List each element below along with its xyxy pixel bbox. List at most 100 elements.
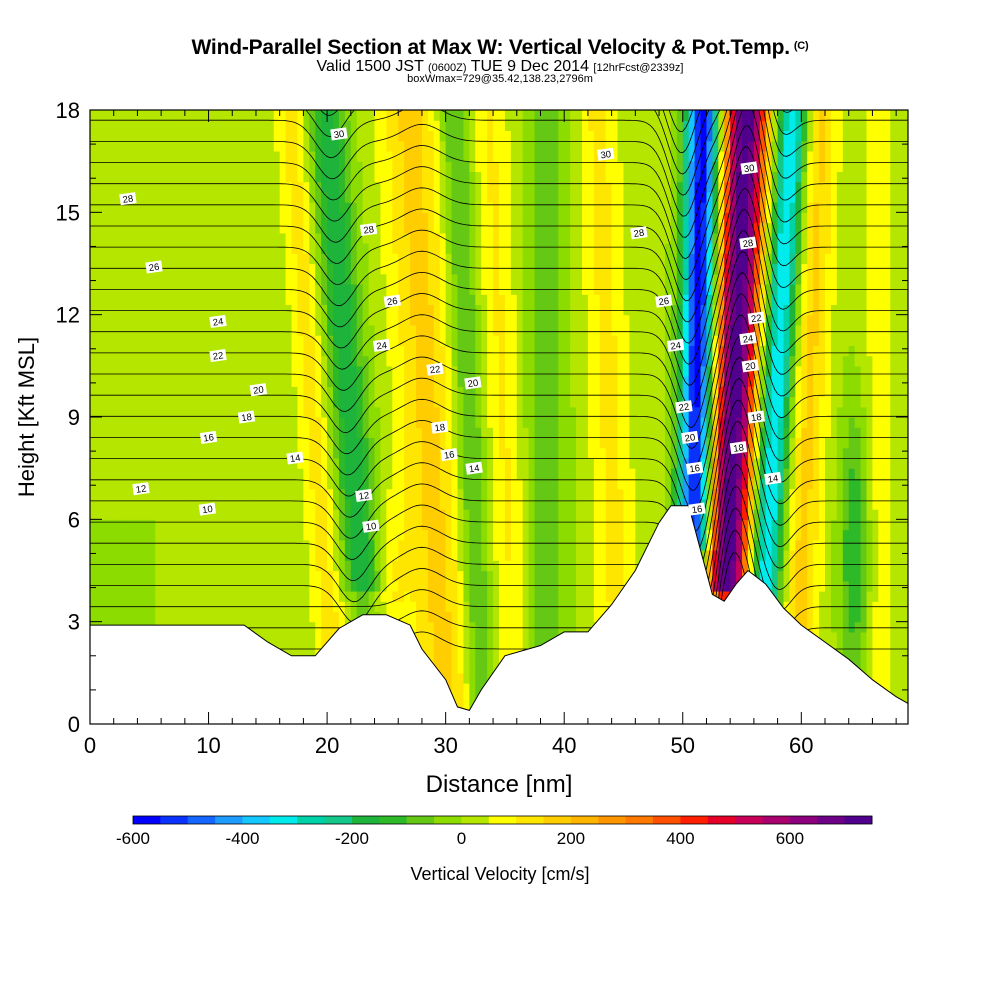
velocity-cell — [493, 304, 500, 316]
velocity-cell — [475, 662, 482, 674]
velocity-cell — [285, 222, 293, 234]
velocity-cell — [303, 396, 310, 408]
velocity-cell — [321, 191, 328, 203]
velocity-cell — [475, 570, 482, 582]
velocity-cell — [291, 294, 299, 306]
velocity-cell — [297, 212, 304, 224]
velocity-cell — [208, 457, 216, 469]
velocity-cell — [570, 345, 577, 357]
velocity-cell — [516, 478, 524, 490]
velocity-cell — [439, 437, 447, 449]
velocity-cell — [350, 140, 358, 152]
velocity-cell — [178, 355, 186, 367]
velocity-cell — [338, 488, 346, 500]
velocity-cell — [368, 243, 376, 254]
velocity-cell — [540, 590, 548, 602]
velocity-cell — [202, 355, 210, 367]
velocity-cell — [457, 509, 465, 520]
velocity-cell — [119, 611, 127, 623]
velocity-cell — [522, 529, 530, 541]
velocity-cell — [540, 181, 548, 193]
velocity-cell — [463, 468, 470, 479]
velocity-cell — [149, 406, 156, 418]
velocity-cell — [469, 120, 476, 132]
velocity-cell — [333, 406, 340, 418]
velocity-cell — [279, 642, 287, 653]
velocity-cell — [131, 468, 139, 479]
velocity-cell — [421, 550, 429, 561]
velocity-cell — [504, 427, 512, 439]
velocity-cell — [107, 181, 115, 193]
velocity-cell — [386, 550, 393, 561]
velocity-cell — [487, 652, 494, 664]
velocity-cell — [475, 140, 482, 152]
velocity-cell — [504, 191, 512, 203]
velocity-cell — [172, 171, 180, 183]
velocity-cell — [196, 130, 204, 142]
velocity-cell — [261, 294, 269, 306]
velocity-cell — [546, 590, 553, 602]
velocity-cell — [255, 191, 263, 203]
velocity-cell — [499, 519, 506, 531]
velocity-cell — [564, 427, 571, 439]
velocity-cell — [267, 304, 275, 316]
velocity-cell — [255, 560, 263, 572]
velocity-cell — [226, 406, 233, 418]
velocity-cell — [119, 202, 127, 213]
velocity-cell — [416, 519, 423, 531]
velocity-cell — [356, 447, 364, 459]
velocity-cell — [143, 560, 150, 572]
velocity-cell — [356, 120, 364, 132]
velocity-cell — [297, 417, 304, 428]
velocity-cell — [457, 611, 465, 623]
velocity-cell — [344, 314, 352, 326]
velocity-cell — [433, 509, 441, 520]
velocity-cell — [499, 263, 506, 275]
velocity-cell — [338, 335, 346, 346]
velocity-cell — [101, 590, 109, 602]
velocity-cell — [137, 191, 144, 203]
velocity-cell — [250, 273, 257, 285]
velocity-cell — [267, 560, 275, 572]
velocity-cell — [540, 294, 548, 306]
velocity-cell — [463, 314, 470, 326]
velocity-cell — [516, 417, 524, 428]
velocity-cell — [303, 243, 310, 254]
velocity-cell — [220, 140, 227, 152]
velocity-cell — [261, 161, 269, 172]
velocity-cell — [291, 550, 299, 561]
velocity-cell — [226, 427, 233, 439]
velocity-cell — [410, 376, 417, 387]
velocity-cell — [570, 488, 577, 500]
velocity-cell — [297, 365, 304, 377]
velocity-cell — [516, 304, 524, 316]
velocity-cell — [522, 509, 530, 520]
velocity-cell — [315, 202, 322, 213]
velocity-cell — [261, 550, 269, 561]
velocity-cell — [220, 580, 227, 592]
velocity-cell — [125, 580, 133, 592]
velocity-cell — [380, 601, 387, 613]
velocity-cell — [244, 191, 251, 203]
velocity-cell — [445, 570, 453, 582]
velocity-cell — [487, 294, 494, 306]
velocity-cell — [576, 488, 583, 500]
velocity-cell — [350, 396, 358, 408]
velocity-cell — [433, 355, 441, 367]
velocity-cell — [303, 437, 310, 449]
velocity-cell — [570, 560, 577, 572]
velocity-cell — [309, 550, 316, 561]
velocity-cell — [167, 324, 174, 336]
velocity-cell — [119, 294, 127, 306]
velocity-cell — [510, 570, 518, 582]
velocity-cell — [457, 314, 465, 326]
velocity-cell — [232, 468, 239, 479]
velocity-cell — [380, 263, 387, 275]
velocity-cell — [522, 447, 530, 459]
velocity-cell — [297, 519, 304, 531]
velocity-cell — [279, 457, 287, 469]
velocity-cell — [101, 253, 109, 265]
velocity-cell — [427, 631, 435, 643]
velocity-cell — [267, 243, 275, 254]
velocity-cell — [214, 457, 222, 469]
